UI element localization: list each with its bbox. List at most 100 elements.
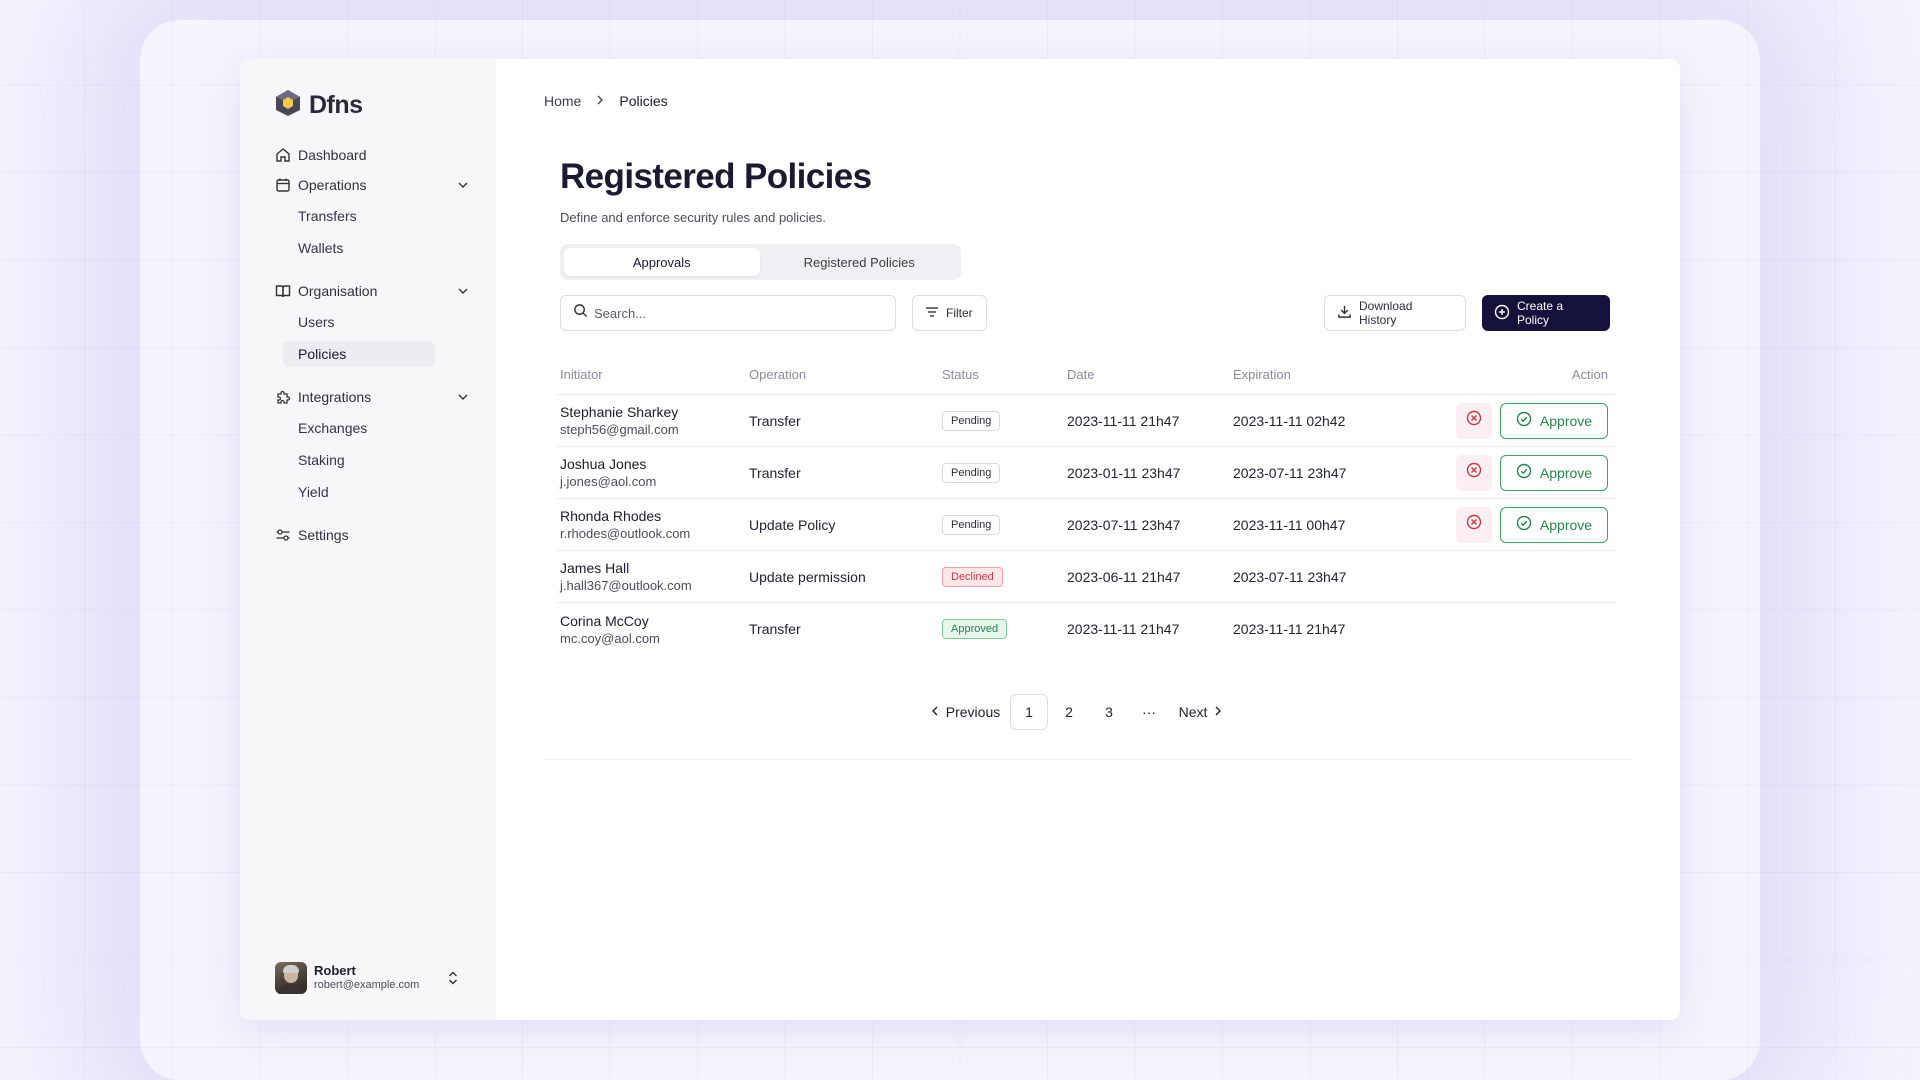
check-circle-icon <box>1516 515 1532 534</box>
search-input[interactable] <box>594 305 884 321</box>
date-cell: 2023-07-11 23h47 <box>1067 516 1181 533</box>
download-history-label: Download History <box>1359 299 1413 327</box>
download-history-button[interactable]: Download History <box>1324 295 1466 331</box>
status-badge: Pending <box>942 462 1001 483</box>
sidebar-item-settings[interactable]: Settings <box>275 523 470 547</box>
sidebar-item-integrations[interactable]: Integrations <box>275 385 470 409</box>
sidebar-item-users[interactable]: Users <box>298 314 335 330</box>
approve-label: Approve <box>1539 516 1593 533</box>
ellipsis: ··· <box>1142 704 1156 720</box>
app-window: Dfns Dashboard Operations Transfers <box>240 59 1680 1020</box>
next-label: Next <box>1178 704 1208 720</box>
user-profile[interactable]: Robert robert@example.com <box>275 962 460 994</box>
chevron-right-icon <box>595 93 605 109</box>
status-badge: Approved <box>942 619 1008 639</box>
sidebar-item-wallets[interactable]: Wallets <box>298 240 344 256</box>
tab-registered-policies[interactable]: Registered Policies <box>803 254 915 270</box>
brand-name: Dfns <box>309 90 363 119</box>
approve-label: Approve <box>1539 412 1593 429</box>
page-1-button[interactable]: 1 <box>1010 694 1048 730</box>
search-icon <box>573 303 588 323</box>
expiration-cell: 2023-07-11 23h47 <box>1233 568 1347 585</box>
expiration-cell: 2023-07-11 23h47 <box>1233 464 1347 481</box>
page-3-button[interactable]: 3 <box>1105 704 1113 720</box>
initiator-email: steph56@gmail.com <box>560 422 679 437</box>
sidebar-item-label: Settings <box>298 527 349 543</box>
date-cell: 2023-11-11 21h47 <box>1067 621 1180 637</box>
calendar-icon <box>275 177 291 193</box>
table-row[interactable]: Stephanie Sharkey steph56@gmail.com Tran… <box>556 395 1616 447</box>
check-circle-icon <box>1516 411 1532 430</box>
operation-cell: Transfer <box>749 464 801 481</box>
reject-button[interactable] <box>1456 506 1492 543</box>
chevron-up-down-icon[interactable] <box>446 969 460 987</box>
reject-button[interactable] <box>1456 454 1492 491</box>
sidebar-item-yield[interactable]: Yield <box>298 484 329 500</box>
sliders-icon <box>275 527 291 543</box>
header-operation[interactable]: Operation <box>749 367 807 382</box>
tab-bar: Approvals Registered Policies <box>560 244 961 280</box>
create-policy-button[interactable]: Create a Policy <box>1482 295 1610 331</box>
chevron-down-icon[interactable] <box>456 390 470 404</box>
table-row[interactable]: Corina McCoy mc.coy@aol.com Transfer App… <box>556 603 1616 655</box>
sidebar-item-label: Organisation <box>298 283 378 299</box>
home-icon <box>275 147 291 163</box>
table-row[interactable]: Rhonda Rhodes r.rhodes@outlook.com Updat… <box>556 499 1616 551</box>
breadcrumb-home[interactable]: Home <box>544 93 582 109</box>
book-icon <box>275 283 291 299</box>
status-badge: Pending <box>942 514 1001 535</box>
user-name: Robert <box>314 963 356 979</box>
header-expiration[interactable]: Expiration <box>1233 367 1291 382</box>
sidebar-item-policies[interactable]: Policies <box>283 341 435 367</box>
page-2-button[interactable]: 2 <box>1065 704 1073 720</box>
dfns-logo-icon <box>275 89 301 122</box>
chevron-left-icon <box>930 704 940 720</box>
tab-approvals[interactable]: Approvals <box>564 248 760 276</box>
search-box <box>560 295 896 331</box>
pagination: Previous 1 2 3 ··· Next <box>921 694 1233 730</box>
download-icon <box>1337 304 1352 322</box>
sidebar-item-transfers[interactable]: Transfers <box>298 208 357 224</box>
chevron-right-icon <box>1213 704 1223 720</box>
sidebar-item-dashboard[interactable]: Dashboard <box>275 143 470 167</box>
operations-submenu: Transfers Wallets <box>283 203 470 261</box>
x-circle-icon <box>1466 462 1482 483</box>
check-circle-icon <box>1516 463 1532 482</box>
main-content: Home Policies Registered Policies Define… <box>496 59 1680 1020</box>
chevron-down-icon[interactable] <box>456 178 470 192</box>
expiration-cell: 2023-11-11 00h47 <box>1233 516 1346 533</box>
approve-button[interactable]: Approve <box>1500 402 1608 439</box>
header-status[interactable]: Status <box>942 367 979 382</box>
avatar <box>275 962 307 994</box>
table-row[interactable]: James Hall j.hall367@outlook.com Update … <box>556 551 1616 603</box>
sidebar-item-label: Operations <box>298 177 367 193</box>
initiator-email: r.rhodes@outlook.com <box>560 526 691 541</box>
integrations-submenu: Exchanges Staking Yield <box>283 415 470 505</box>
operation-cell: Update permission <box>749 568 866 585</box>
initiator-name: Stephanie Sharkey <box>560 404 679 420</box>
date-cell: 2023-11-11 21h47 <box>1067 412 1180 429</box>
previous-page-button[interactable]: Previous <box>921 694 1009 730</box>
sidebar-item-staking[interactable]: Staking <box>298 452 345 468</box>
header-initiator[interactable]: Initiator <box>560 367 603 382</box>
table-row[interactable]: Joshua Jones j.jones@aol.com Transfer Pe… <box>556 447 1616 499</box>
header-date[interactable]: Date <box>1067 367 1095 382</box>
sidebar-item-operations[interactable]: Operations <box>275 173 470 197</box>
sidebar-item-exchanges[interactable]: Exchanges <box>298 420 368 436</box>
sidebar-item-organisation[interactable]: Organisation <box>275 279 470 303</box>
create-policy-label: Create a Policy <box>1517 299 1564 327</box>
filter-button[interactable]: Filter <box>912 295 987 331</box>
puzzle-icon <box>275 389 291 405</box>
brand[interactable]: Dfns <box>275 89 496 121</box>
reject-button[interactable] <box>1456 402 1492 439</box>
approve-button[interactable]: Approve <box>1500 454 1608 491</box>
divider <box>544 759 1632 760</box>
next-page-button[interactable]: Next <box>1169 694 1233 730</box>
filter-icon <box>925 305 939 322</box>
filter-label: Filter <box>946 306 973 320</box>
sidebar-item-label: Integrations <box>298 389 372 405</box>
sidebar-nav: Dashboard Operations Transfers Wallets <box>275 143 470 547</box>
approve-button[interactable]: Approve <box>1500 506 1608 543</box>
chevron-down-icon[interactable] <box>456 284 470 298</box>
header-action: Action <box>1571 367 1608 382</box>
